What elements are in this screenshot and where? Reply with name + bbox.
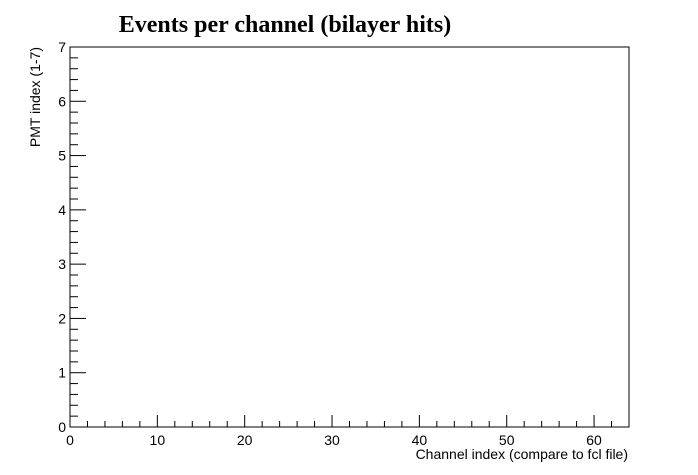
y-tick-label: 4	[58, 202, 66, 218]
y-axis-label: PMT index (1-7)	[27, 47, 43, 147]
chart-title: Events per channel (bilayer hits)	[119, 12, 451, 38]
x-tick-label: 30	[324, 432, 340, 448]
y-tick-label: 5	[58, 148, 66, 164]
y-tick-label: 7	[58, 39, 66, 55]
y-tick-label: 0	[58, 419, 66, 435]
x-tick-label: 20	[237, 432, 253, 448]
y-tick-label: 1	[58, 365, 66, 381]
x-tick-label: 0	[66, 432, 74, 448]
x-tick-label: 50	[499, 432, 515, 448]
y-tick-label: 3	[58, 256, 66, 272]
x-tick-label: 40	[412, 432, 428, 448]
y-tick-label: 6	[58, 93, 66, 109]
y-axis: 0 1 2 3 4 5 6 7	[58, 39, 86, 435]
y-tick-label: 2	[58, 310, 66, 326]
x-tick-label: 10	[150, 432, 166, 448]
x-axis: 0 10 20 30 40 50 60	[66, 415, 630, 448]
x-axis-label: Channel index (compare to fcl file)	[416, 446, 628, 462]
plot-frame	[69, 46, 630, 428]
x-tick-label: 60	[586, 432, 602, 448]
